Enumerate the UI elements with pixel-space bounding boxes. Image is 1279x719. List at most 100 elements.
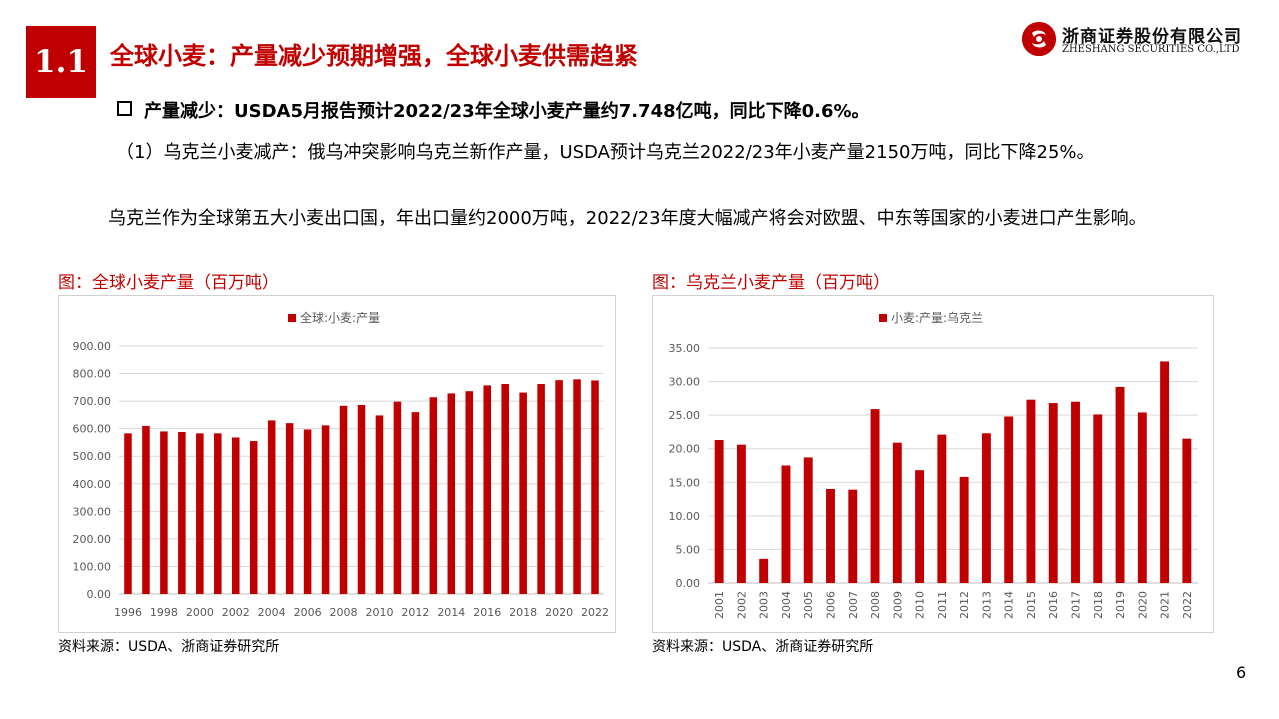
bar-2014 (1004, 416, 1014, 583)
bar-2015 (1026, 399, 1036, 583)
x-tick-label: 2009 (891, 591, 904, 619)
x-tick-label: 2010 (914, 591, 927, 619)
y-tick-label: 35.00 (669, 342, 701, 355)
global-wheat-chart: 全球:小麦:产量 0.00 100.00 200.00 300.00 400.00 500.… (58, 295, 616, 633)
section-number-badge: 1.1 (26, 26, 96, 98)
x-tick-label: 1996 (114, 606, 142, 619)
bar-2011 (937, 434, 947, 583)
x-tick-label: 2022 (1181, 591, 1194, 619)
y-tick-label: 200.00 (73, 533, 112, 546)
bar-2002 (736, 444, 746, 583)
y-tick-label: 15.00 (669, 476, 701, 489)
y-tick-label: 25.00 (669, 409, 701, 422)
bar-2011 (393, 401, 402, 594)
bar-1997 (142, 425, 150, 594)
y-tick-label: 500.00 (73, 450, 112, 463)
right-figure-title: 图：乌克兰小麦产量（百万吨） (652, 273, 890, 293)
x-tick-label: 2008 (869, 591, 882, 619)
legend-swatch (288, 314, 296, 322)
y-tick-label: 5.00 (676, 543, 701, 556)
x-tick-label: 2012 (958, 591, 971, 619)
square-bullet-icon (117, 101, 132, 116)
y-tick-label: 30.00 (669, 376, 701, 389)
x-tick-label: 2004 (780, 591, 793, 619)
ukraine-wheat-chart-svg: 小麦:产量:乌克兰 0.00 5.00 10.00 15.00 20.00 25.00 30.… (669, 310, 1198, 619)
paragraph-ukraine-reduction: （1）乌克兰小麦减产：俄乌冲突影响乌克兰新作产量，USDA预计乌克兰2022/2… (116, 142, 1095, 163)
x-tick-label: 2008 (330, 606, 358, 619)
bar-2009 (357, 404, 366, 594)
bar-2021 (573, 379, 581, 594)
bar-2012 (959, 476, 969, 583)
bar-2002 (231, 437, 240, 594)
logo-company-name-en: ZHESHANG SECURITIES CO.,LTD (1062, 44, 1240, 55)
page-number: 6 (1236, 663, 1247, 682)
bar-2003 (249, 441, 258, 594)
x-tick-label: 2012 (401, 606, 429, 619)
bar-2020 (1137, 412, 1147, 583)
x-tick-label: 2006 (294, 606, 322, 619)
right-figure-source: 资料来源：USDA、浙商证券研究所 (652, 639, 874, 655)
legend-label: 全球:小麦:产量 (300, 310, 380, 325)
global-wheat-chart-svg: 全球:小麦:产量 0.00 100.00 200.00 300.00 400.00 500.… (73, 310, 610, 619)
bar-2016 (1048, 403, 1058, 583)
y-tick-label: 900.00 (73, 340, 112, 353)
x-tick-label: 2003 (758, 591, 771, 619)
left-figure-title: 图：全球小麦产量（百万吨） (58, 273, 279, 293)
bar-2015 (465, 391, 474, 594)
x-tick-label: 2016 (1047, 591, 1060, 619)
bar-2007 (848, 489, 858, 583)
y-tick-label: 700.00 (73, 395, 112, 408)
bar-2008 (870, 409, 880, 583)
y-tick-label: 0.00 (676, 577, 701, 590)
y-tick-label: 300.00 (73, 505, 112, 518)
x-tick-label: 2010 (365, 606, 393, 619)
y-tick-label: 400.00 (73, 478, 112, 491)
bar-1998 (160, 431, 168, 594)
bar-2018 (519, 392, 527, 594)
ukraine-wheat-chart: 小麦:产量:乌克兰 0.00 5.00 10.00 15.00 20.00 25.00 30.… (652, 295, 1214, 633)
x-tick-label: 2005 (802, 591, 815, 619)
x-tick-label: 2021 (1159, 591, 1172, 619)
bar-2005 (285, 423, 294, 594)
bar-2001 (214, 433, 222, 594)
x-tick-label: 2011 (936, 591, 949, 619)
x-tick-label: 2014 (1003, 591, 1016, 619)
bar-2005 (803, 457, 813, 583)
bar-2018 (1093, 414, 1103, 583)
bar-2006 (303, 429, 312, 594)
bullet-text: 产量减少：USDA5月报告预计2022/23年全球小麦产量约7.748亿吨，同比… (144, 101, 870, 122)
bar-2012 (411, 412, 420, 594)
bullet-point: 产量减少：USDA5月报告预计2022/23年全球小麦产量约7.748亿吨，同比… (117, 97, 870, 123)
paragraph-ukraine-export: 乌克兰作为全球第五大小麦出口国，年出口量约2000万吨，2022/23年度大幅减… (108, 208, 1147, 229)
bar-2006 (826, 489, 835, 583)
bar-2010 (375, 415, 384, 594)
x-tick-label: 1998 (150, 606, 178, 619)
x-tick-label: 2001 (713, 591, 726, 619)
y-tick-label: 600.00 (73, 423, 112, 436)
x-tick-label: 2006 (825, 591, 838, 619)
x-tick-label: 2020 (545, 606, 573, 619)
x-tick-label: 2022 (581, 606, 609, 619)
bar-2009 (892, 442, 902, 583)
x-tick-label: 2018 (1092, 591, 1105, 619)
bar-1996 (124, 433, 132, 594)
bar-2019 (1115, 386, 1125, 583)
bar-2000 (196, 433, 204, 594)
bar-2020 (555, 380, 563, 594)
bar-2016 (483, 385, 492, 594)
left-figure-source: 资料来源：USDA、浙商证券研究所 (58, 639, 280, 655)
bar-2008 (339, 405, 348, 594)
bar-2014 (447, 393, 456, 594)
section-number: 1.1 (34, 44, 88, 80)
x-tick-label: 2016 (473, 606, 501, 619)
bar-2017 (1071, 401, 1080, 583)
y-tick-label: 10.00 (669, 510, 701, 523)
bar-2013 (981, 433, 991, 583)
company-logo: 浙商证券股份有限公司 ZHESHANG SECURITIES CO.,LTD (1022, 22, 1262, 62)
y-tick-label: 0.00 (87, 588, 112, 601)
x-tick-label: 2020 (1136, 591, 1149, 619)
y-tick-label: 20.00 (669, 443, 701, 456)
bar-2007 (321, 425, 330, 594)
bar-2004 (267, 420, 276, 594)
x-tick-label: 2013 (980, 591, 993, 619)
